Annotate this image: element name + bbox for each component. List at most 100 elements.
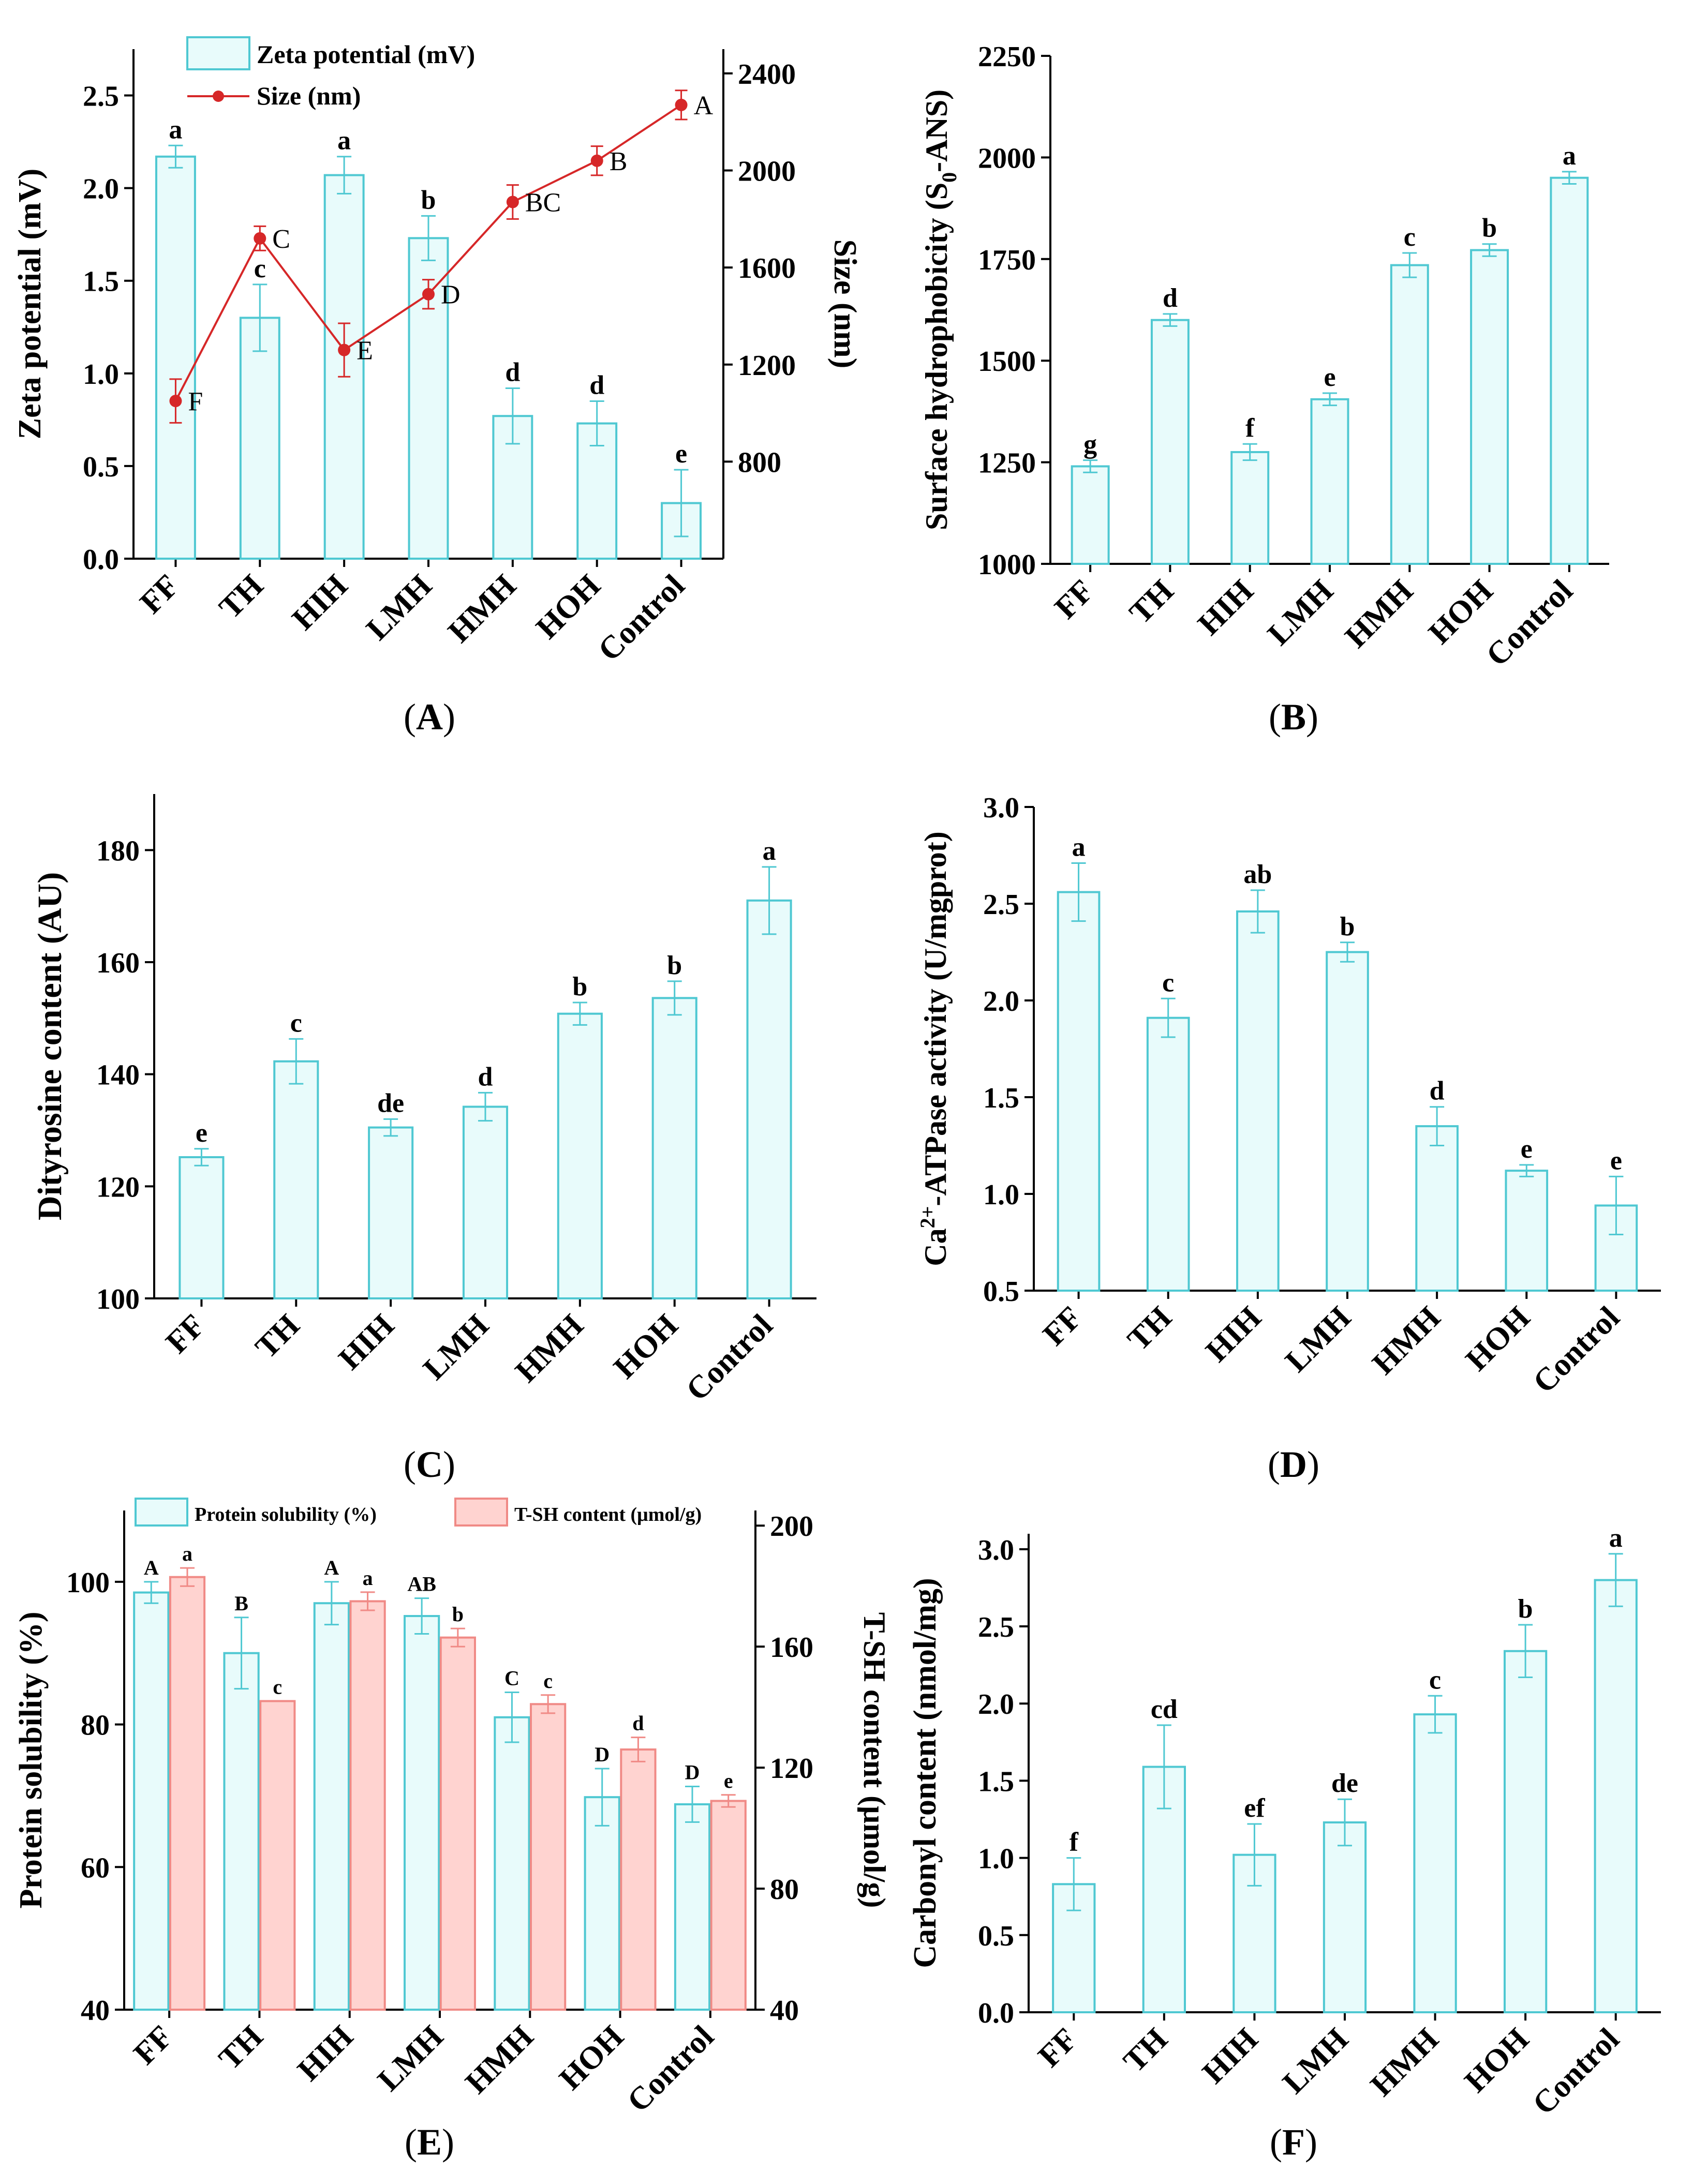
significance-label: a	[363, 1566, 373, 1590]
legend-label: Size (nm)	[257, 81, 361, 110]
line-point-label: F	[188, 387, 203, 416]
bar	[576, 422, 618, 560]
y2-axis-label: T-SH content (μmol/g)	[857, 1612, 892, 1908]
x-tick-label: TH	[1123, 573, 1180, 631]
significance-label: B	[234, 1592, 248, 1615]
y-left-tick-label: 1.0	[978, 1843, 1014, 1875]
x-tick-label: TH	[1121, 1300, 1178, 1357]
x-tick-label: HOH	[1459, 1300, 1537, 1378]
y-left-tick-label: 2.0	[83, 173, 119, 205]
bar	[259, 1700, 296, 2011]
x-tick-label: HIH	[1191, 573, 1260, 642]
bar	[557, 1012, 603, 1299]
y-left-tick-label: 2.5	[83, 81, 119, 113]
bar	[1150, 319, 1190, 565]
bar	[349, 1600, 386, 2011]
y-axis-label: Ca2+-ATPase activity (U/mgprot)	[916, 831, 953, 1266]
y-right-tick-label: 120	[770, 1753, 813, 1785]
bar	[1230, 451, 1270, 565]
x-tick-label: HMH	[1365, 1300, 1447, 1382]
bar	[746, 899, 792, 1300]
line-point	[675, 98, 688, 111]
x-tick-label: FF	[1036, 1300, 1089, 1353]
y-axis-label: Dityrosine content (AU)	[31, 872, 69, 1220]
significance-label: f	[1070, 1828, 1079, 1857]
significance-label: a	[763, 836, 776, 866]
x-tick-label: Control	[679, 1308, 779, 1408]
y-left-tick-label: 60	[81, 1852, 110, 1884]
x-tick-label: LMH	[1279, 1300, 1358, 1379]
significance-label: e	[1610, 1146, 1622, 1175]
line-point-label: A	[694, 91, 714, 121]
caption-D: (D)	[1268, 1444, 1319, 1485]
x-tick-label: HOH	[1458, 2022, 1536, 2099]
significance-label: b	[452, 1603, 464, 1626]
y-left-tick-label: 2000	[978, 142, 1036, 174]
significance-label: e	[724, 1769, 733, 1792]
significance-label: a	[1072, 832, 1086, 862]
x-tick-label: Control	[1479, 573, 1579, 673]
significance-label: e	[675, 439, 687, 469]
line-point-label: C	[272, 225, 290, 254]
y2-axis-label: Size (nm)	[827, 240, 863, 369]
y-left-tick-label: 3.0	[983, 792, 1019, 824]
bar	[651, 997, 697, 1300]
legend-swatch-point	[213, 91, 224, 102]
significance-label: ab	[1243, 860, 1272, 889]
x-tick-label: HIH	[1196, 2022, 1265, 2090]
x-tick-label: HMH	[441, 568, 523, 650]
y-right-tick-label: 800	[738, 446, 781, 478]
significance-label: d	[632, 1712, 644, 1735]
significance-label: d	[589, 371, 604, 400]
bar	[368, 1126, 414, 1299]
x-tick-label: TH	[213, 568, 270, 625]
x-tick-label: HMH	[509, 1308, 590, 1389]
significance-label: A	[324, 1556, 339, 1579]
y-left-tick-label: 1.5	[978, 1766, 1014, 1798]
y-left-tick-label: 180	[96, 835, 140, 867]
y-axis-label: Zeta potential (mV)	[12, 169, 48, 439]
y-left-tick-label: 1750	[978, 244, 1036, 276]
bar	[494, 1716, 530, 2011]
y-right-tick-label: 1200	[738, 350, 796, 382]
bar	[169, 1576, 206, 2011]
caption-C: (C)	[404, 1444, 455, 1485]
y-left-tick-label: 0.0	[978, 1997, 1014, 2029]
significance-label: d	[1430, 1076, 1445, 1106]
line-point	[254, 232, 266, 245]
significance-label: a	[1609, 1523, 1623, 1553]
bar	[313, 1602, 350, 2011]
bar	[133, 1591, 170, 2011]
bar	[439, 1636, 476, 2011]
y-left-tick-label: 80	[81, 1710, 110, 1742]
bar	[155, 155, 196, 560]
bar	[1594, 1579, 1638, 2013]
bar	[674, 1803, 711, 2011]
bar	[239, 317, 280, 560]
x-tick-label: Control	[1526, 2022, 1626, 2121]
x-tick-label: HIH	[332, 1308, 401, 1377]
legend-swatch-bar	[135, 1498, 188, 1527]
significance-label: b	[1340, 912, 1355, 941]
x-tick-label: HOH	[553, 2019, 630, 2097]
y-axis-label: Carbonyl content (nmol/mg)	[908, 1578, 943, 1968]
y-left-tick-label: 140	[96, 1059, 140, 1091]
y-axis-label: Protein solubility (%)	[13, 1611, 49, 1908]
x-tick-label: TH	[249, 1308, 306, 1365]
y-axis-label: Surface hydrophobicity (S0-ANS)	[919, 89, 961, 530]
y-left-tick-label: 100	[66, 1567, 110, 1599]
x-tick-label: HMH	[1364, 2022, 1446, 2103]
x-tick-label: TH	[212, 2019, 270, 2076]
bar	[1390, 264, 1429, 565]
significance-label: e	[196, 1118, 207, 1148]
y-right-tick-label: 2400	[738, 58, 796, 91]
legend-swatch-bar	[454, 1498, 508, 1527]
chart-panel-E: 40 60 80 100 Protein solubility (%) FF TH HIH LM…	[13, 1498, 892, 2119]
x-tick-label: HIH	[1199, 1300, 1268, 1369]
significance-label: e	[1521, 1134, 1533, 1164]
chart-panel-C: 100 120 140 160 180 Dityrosine content (AU) FF…	[31, 794, 816, 1408]
significance-label: c	[543, 1669, 553, 1693]
x-tick-label: Control	[620, 2019, 720, 2119]
bar	[1071, 465, 1110, 565]
x-tick-label: LMH	[417, 1308, 496, 1387]
